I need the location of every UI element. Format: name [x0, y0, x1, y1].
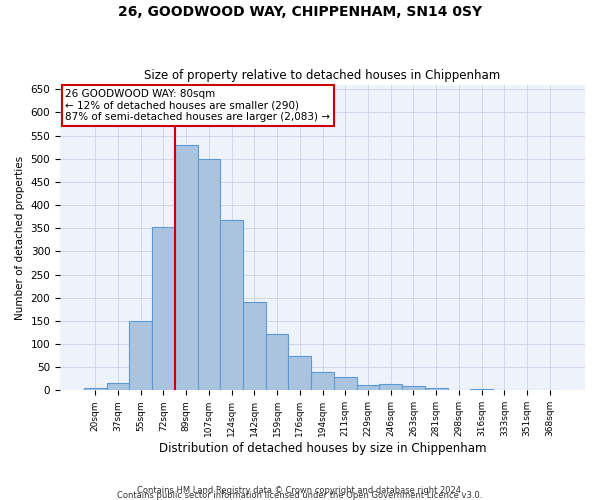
Bar	[175, 145, 197, 390]
Title: Size of property relative to detached houses in Chippenham: Size of property relative to detached ho…	[145, 69, 500, 82]
Text: Contains public sector information licensed under the Open Government Licence v3: Contains public sector information licen…	[118, 491, 482, 500]
Bar	[379, 384, 402, 390]
Bar	[289, 356, 311, 390]
Bar	[334, 378, 356, 390]
Bar	[402, 386, 425, 390]
Bar	[152, 227, 175, 390]
Text: 26, GOODWOOD WAY, CHIPPENHAM, SN14 0SY: 26, GOODWOOD WAY, CHIPPENHAM, SN14 0SY	[118, 5, 482, 19]
Bar	[266, 334, 289, 390]
Bar	[311, 372, 334, 390]
Text: 26 GOODWOOD WAY: 80sqm
← 12% of detached houses are smaller (290)
87% of semi-de: 26 GOODWOOD WAY: 80sqm ← 12% of detached…	[65, 89, 330, 122]
Bar	[197, 158, 220, 390]
Bar	[107, 384, 130, 390]
Bar	[84, 388, 107, 390]
Text: Contains HM Land Registry data © Crown copyright and database right 2024.: Contains HM Land Registry data © Crown c…	[137, 486, 463, 495]
Bar	[356, 385, 379, 390]
X-axis label: Distribution of detached houses by size in Chippenham: Distribution of detached houses by size …	[159, 442, 486, 455]
Bar	[220, 220, 243, 390]
Bar	[425, 388, 448, 390]
Bar	[243, 302, 266, 390]
Y-axis label: Number of detached properties: Number of detached properties	[15, 156, 25, 320]
Bar	[130, 321, 152, 390]
